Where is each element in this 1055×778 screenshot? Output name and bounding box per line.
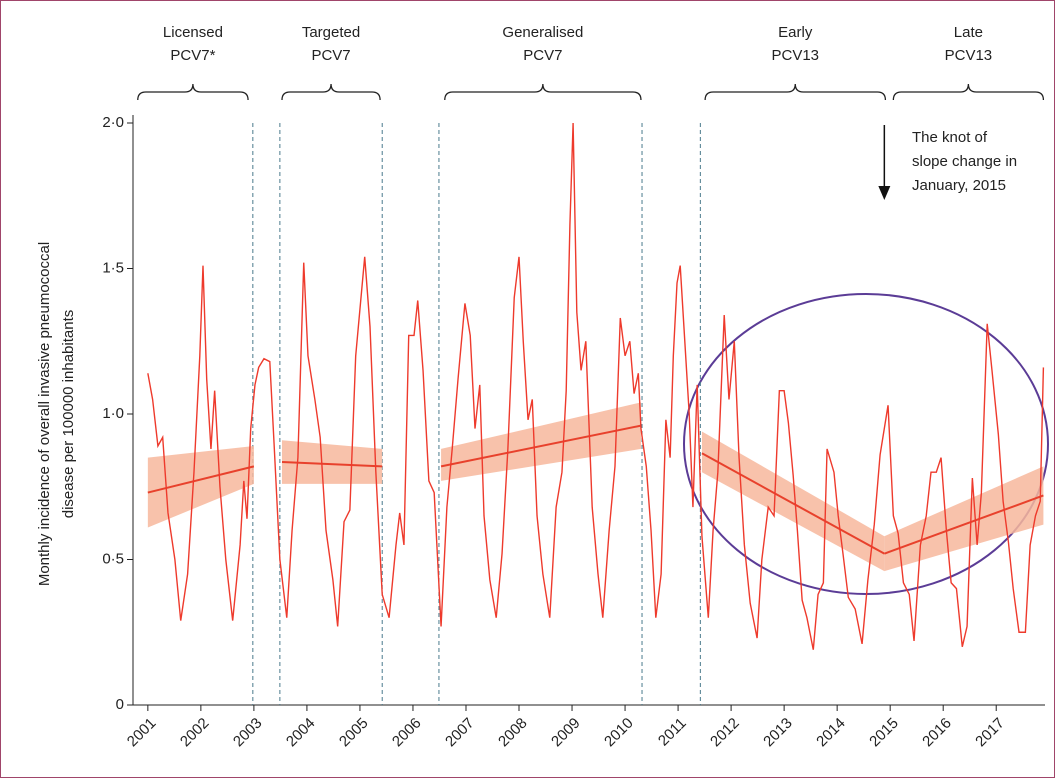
confidence-band [281,440,383,484]
period-brace [704,83,887,101]
period-brace [137,83,249,101]
period-label: PCV7* [170,47,215,64]
trend-line [147,465,255,494]
period-label: Early [778,24,813,41]
arrow-head [878,186,891,200]
trend-line [281,461,383,468]
confidence-band [701,431,885,572]
period-label: PCV13 [771,47,819,64]
period-brace [892,83,1045,101]
y-axis-label: disease per 100000 inhabitants [60,310,77,519]
y-tick-label: 0 [116,696,124,713]
y-tick-label: 1·5 [102,259,124,276]
confidence-band [147,446,254,528]
y-tick-label: 2·0 [102,114,124,131]
period-label: PCV7 [311,47,350,64]
confidence-band [884,466,1044,572]
period-label: Generalised [502,24,583,41]
y-axis-label: Monthly incidence of overall invasive pn… [36,242,53,586]
annotation-text: The knot of [912,129,988,146]
period-label: Licensed [163,24,223,41]
confidence-band [441,402,641,481]
trend-line [883,494,1044,555]
trend-line [440,424,642,468]
y-tick-label: 0·5 [102,550,124,567]
y-tick-label: 1·0 [102,405,124,422]
period-label: Targeted [302,24,360,41]
annotation-text: January, 2015 [912,177,1006,194]
trend-line [701,452,885,555]
period-label: Late [954,24,983,41]
annotation-text: slope change in [912,153,1017,170]
period-label: PCV7 [523,47,562,64]
period-brace [281,83,381,101]
data-line [147,122,1045,650]
period-brace [444,83,642,101]
period-label: PCV13 [945,47,993,64]
